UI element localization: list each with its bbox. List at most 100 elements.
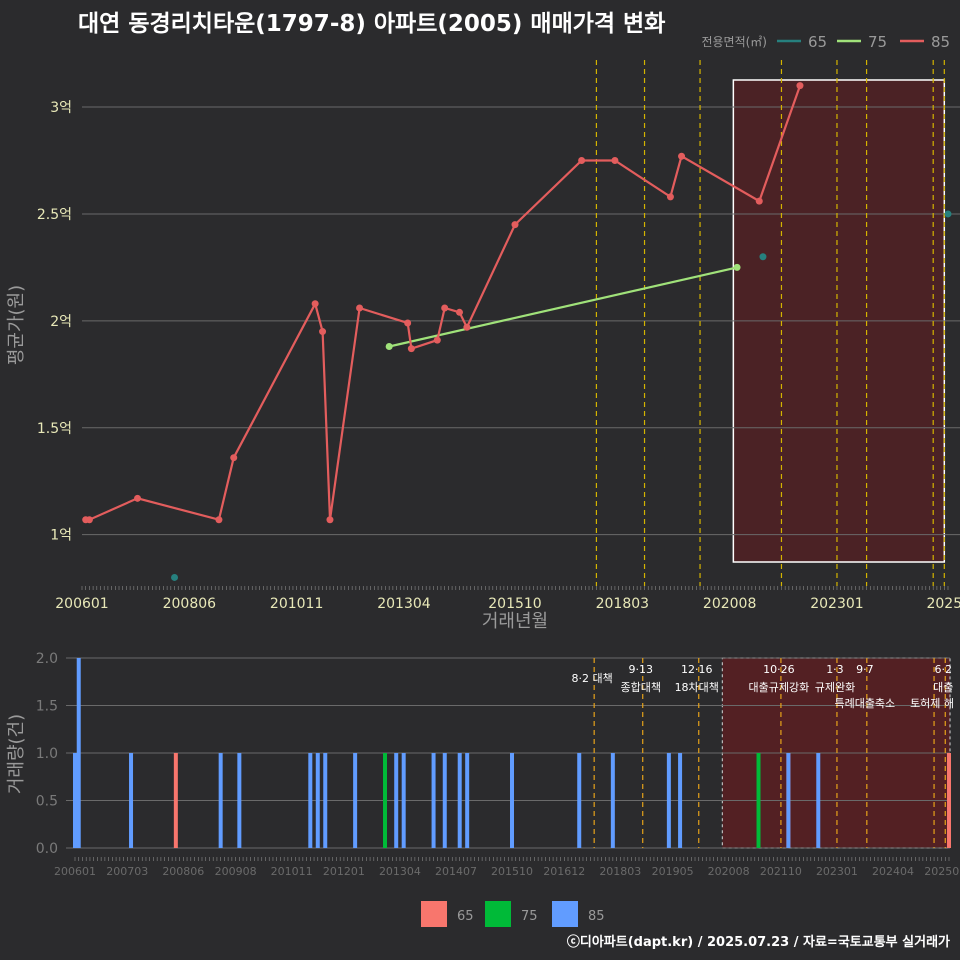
chart-title: 대연 동경리치타운(1797-8) 아파트(2005) 매매가격 변화 bbox=[78, 11, 666, 37]
policy-label-line1: 12·16 bbox=[681, 663, 713, 676]
data-point-85 bbox=[230, 454, 238, 462]
policy-label-line1: 9·7 bbox=[856, 663, 874, 676]
x-axis-title: 거래년월 bbox=[482, 611, 548, 632]
volume-legend-label-85: 85 bbox=[588, 909, 605, 924]
data-point-85 bbox=[85, 516, 93, 524]
data-point-75 bbox=[733, 263, 741, 271]
data-point-85 bbox=[134, 494, 142, 502]
data-point-85 bbox=[311, 300, 319, 308]
volume-y-tick-label: 1.5 bbox=[36, 699, 58, 715]
data-point-65 bbox=[171, 573, 179, 581]
volume-y-tick-label: 1.0 bbox=[36, 746, 58, 762]
volume-bar-85 bbox=[315, 753, 320, 848]
volume-bar-85 bbox=[577, 753, 582, 848]
series-line-85 bbox=[85, 85, 802, 522]
volume-bar-85 bbox=[457, 753, 462, 848]
volume-bar-85 bbox=[401, 753, 406, 848]
volume-x-tick-label: 201803 bbox=[599, 865, 641, 878]
volume-bar-85 bbox=[510, 753, 514, 848]
volume-bar-85 bbox=[678, 753, 683, 848]
data-point-85 bbox=[319, 328, 327, 336]
data-point-85 bbox=[678, 152, 686, 160]
volume-bar-65 bbox=[947, 753, 951, 848]
legend-label-75: 75 bbox=[868, 33, 887, 51]
volume-bar-85 bbox=[353, 753, 358, 848]
x-tick-label: 201011 bbox=[270, 596, 323, 612]
data-point-75 bbox=[385, 343, 393, 351]
volume-y-tick-label: 0.0 bbox=[36, 841, 58, 857]
volume-bar-75 bbox=[756, 753, 761, 848]
series-line-75 bbox=[388, 266, 738, 348]
policy-label-line2: 대출 bbox=[933, 681, 953, 694]
volume-legend-key-85 bbox=[552, 901, 578, 927]
x-tick-label: 200601 bbox=[55, 596, 108, 612]
volume-x-tick-label: 201905 bbox=[652, 865, 694, 878]
volume-y-axis-title: 거래량(건) bbox=[6, 714, 27, 794]
volume-bar-85 bbox=[666, 753, 671, 848]
volume-bar-85 bbox=[442, 753, 447, 848]
policy-label-line2: 종합대책 bbox=[620, 681, 660, 694]
volume-bar-85 bbox=[76, 658, 81, 848]
volume-bar-85 bbox=[465, 753, 470, 848]
volume-legend-key-75 bbox=[485, 901, 511, 927]
data-point-85 bbox=[356, 304, 364, 312]
y-tick-label: 1억 bbox=[50, 528, 72, 544]
volume-x-tick-label: 202404 bbox=[872, 865, 914, 878]
policy-label-line2: 대출규제강화 bbox=[749, 681, 810, 694]
volume-x-tick-label: 202301 bbox=[816, 865, 858, 878]
y-tick-label: 2억 bbox=[50, 314, 72, 330]
volume-bar-85 bbox=[816, 753, 821, 848]
policy-label-line2: 규제완화 bbox=[815, 681, 855, 694]
x-tick-label: 2025 bbox=[926, 596, 960, 612]
policy-label-line2: 토허제 해 bbox=[910, 696, 954, 710]
volume-x-tick-label: 202110 bbox=[760, 865, 802, 878]
credit-text: ⓒ디아파트(dapt.kr) / 2025.07.23 / 자료=국토교통부 실… bbox=[566, 935, 950, 950]
volume-x-tick-label: 201510 bbox=[491, 865, 533, 878]
volume-legend-label-65: 65 bbox=[457, 909, 474, 924]
volume-x-tick-label: 200806 bbox=[162, 865, 204, 878]
x-tick-label: 202008 bbox=[703, 596, 756, 612]
policy-label-line2: 특례대출축소 bbox=[834, 697, 895, 710]
volume-y-tick-label: 0.5 bbox=[36, 794, 58, 810]
y-tick-label: 2.5억 bbox=[37, 207, 72, 223]
x-tick-label: 201803 bbox=[596, 596, 649, 612]
data-point-85 bbox=[404, 319, 412, 327]
policy-label-line1: 10·26 bbox=[763, 663, 795, 676]
volume-bar-85 bbox=[786, 753, 791, 848]
data-point-85 bbox=[755, 197, 763, 205]
volume-x-tick-label: 202008 bbox=[708, 865, 750, 878]
volume-bar-85 bbox=[323, 753, 328, 848]
volume-bar-85 bbox=[129, 753, 134, 848]
y-tick-label: 3억 bbox=[50, 100, 72, 116]
data-point-85 bbox=[511, 221, 519, 229]
x-tick-label: 200806 bbox=[163, 596, 217, 612]
y-tick-label: 1.5억 bbox=[37, 421, 72, 437]
volume-bar-65 bbox=[173, 753, 178, 848]
volume-bar-85 bbox=[431, 753, 436, 848]
data-point-85 bbox=[455, 308, 463, 316]
volume-y-tick-label: 2.0 bbox=[36, 651, 58, 667]
policy-label-line1: 1·3 bbox=[826, 663, 844, 676]
y-axis-title: 평균가(원) bbox=[6, 285, 27, 365]
x-tick-label: 201510 bbox=[488, 596, 541, 612]
policy-label-line1: 9·13 bbox=[628, 663, 653, 676]
legend-label-85: 85 bbox=[931, 33, 950, 51]
legend-label-65: 65 bbox=[808, 33, 827, 51]
legend-title: 전용면적(㎡) bbox=[701, 35, 767, 49]
volume-x-tick-label: 200703 bbox=[106, 865, 148, 878]
volume-x-tick-label: 200908 bbox=[215, 865, 257, 878]
volume-x-tick-label: 200601 bbox=[54, 865, 96, 878]
volume-bar-85 bbox=[73, 753, 77, 848]
volume-x-tick-label: 202506 bbox=[924, 865, 960, 878]
data-point-85 bbox=[433, 336, 441, 344]
volume-bar-85 bbox=[218, 753, 223, 848]
data-point-85 bbox=[463, 323, 471, 331]
volume-x-tick-label: 201304 bbox=[379, 865, 421, 878]
volume-bar-85 bbox=[237, 753, 242, 848]
volume-legend-label-75: 75 bbox=[521, 909, 538, 924]
data-point-85 bbox=[326, 516, 334, 524]
volume-x-tick-label: 201011 bbox=[271, 865, 313, 878]
volume-x-tick-label: 201407 bbox=[435, 865, 477, 878]
data-point-85 bbox=[666, 193, 674, 201]
